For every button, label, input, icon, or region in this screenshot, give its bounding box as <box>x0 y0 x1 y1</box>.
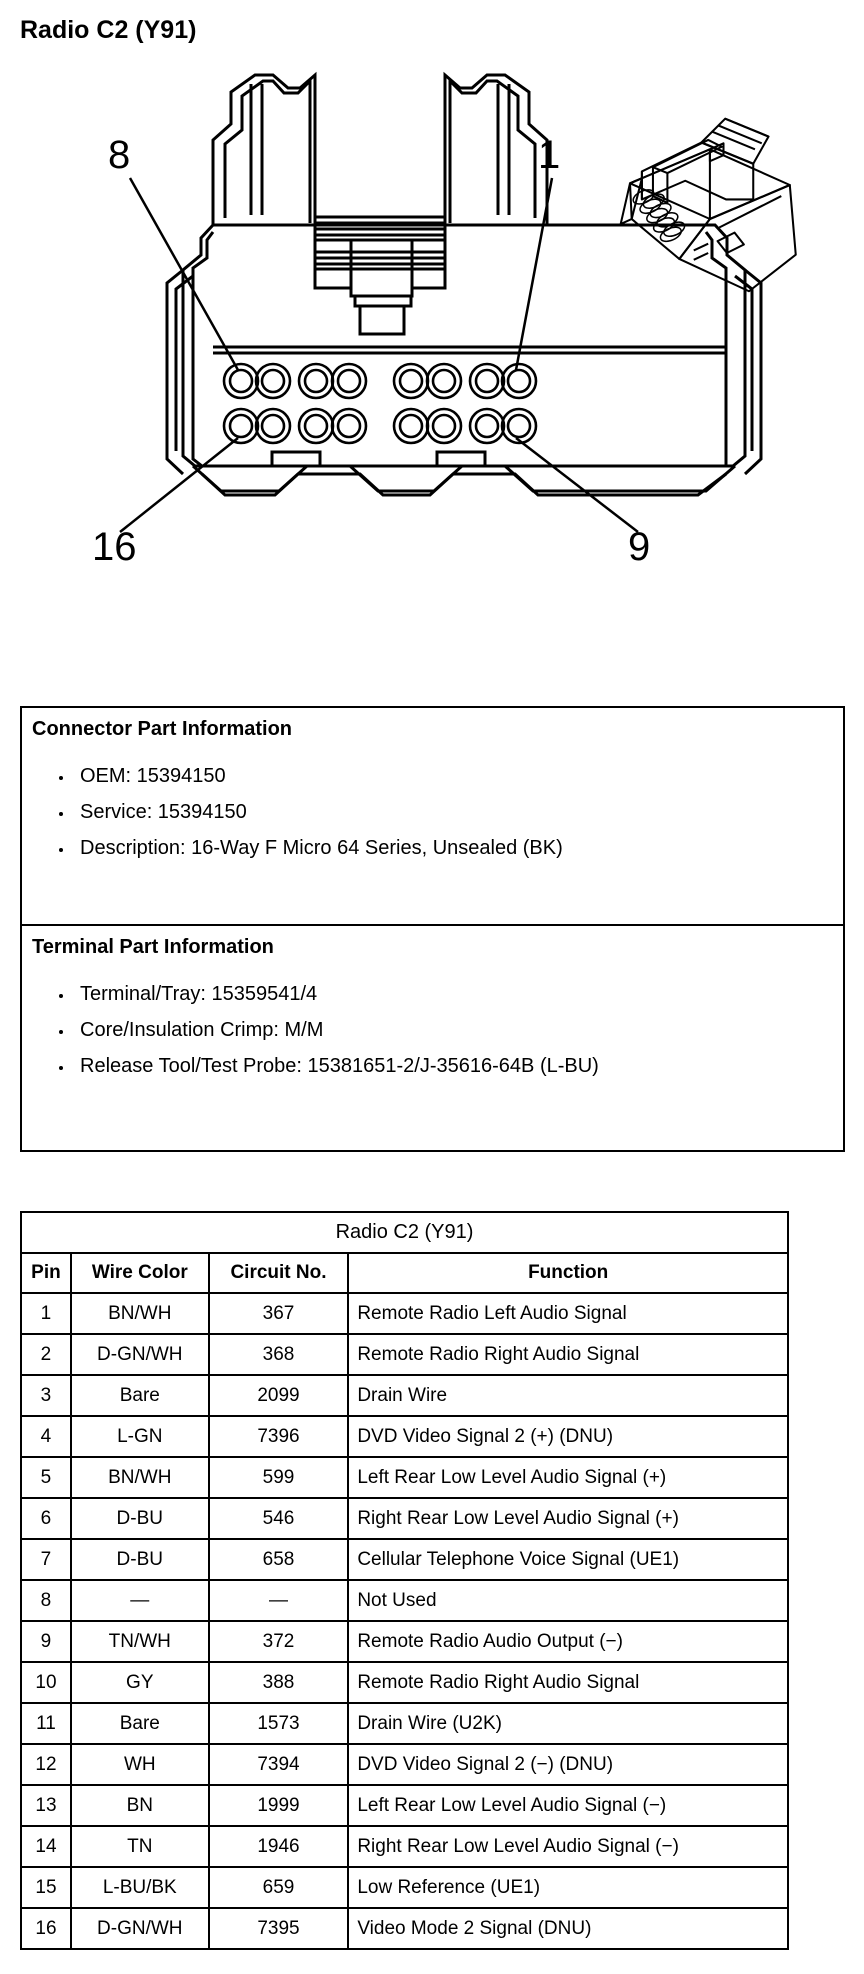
svg-text:9: 9 <box>628 525 650 569</box>
svg-text:16: 16 <box>92 525 137 569</box>
svg-text:1: 1 <box>538 133 560 177</box>
svg-text:8: 8 <box>108 133 130 177</box>
